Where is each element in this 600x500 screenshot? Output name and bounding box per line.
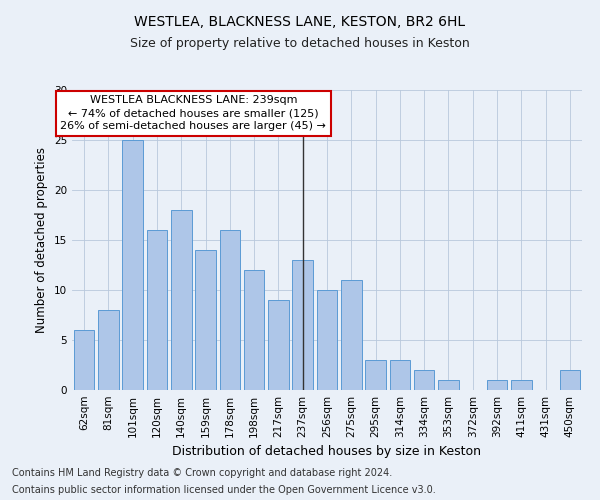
Text: Contains HM Land Registry data © Crown copyright and database right 2024.: Contains HM Land Registry data © Crown c… xyxy=(12,468,392,477)
Bar xyxy=(74,330,94,390)
Bar xyxy=(171,210,191,390)
Bar xyxy=(560,370,580,390)
Bar xyxy=(317,290,337,390)
Text: Size of property relative to detached houses in Keston: Size of property relative to detached ho… xyxy=(130,38,470,51)
Bar xyxy=(438,380,459,390)
Bar xyxy=(511,380,532,390)
Bar xyxy=(268,300,289,390)
Bar xyxy=(487,380,508,390)
Bar xyxy=(146,230,167,390)
Bar xyxy=(389,360,410,390)
Bar xyxy=(98,310,119,390)
Bar xyxy=(341,280,362,390)
Y-axis label: Number of detached properties: Number of detached properties xyxy=(35,147,49,333)
Bar xyxy=(220,230,240,390)
Bar xyxy=(292,260,313,390)
Bar xyxy=(414,370,434,390)
Bar xyxy=(244,270,265,390)
X-axis label: Distribution of detached houses by size in Keston: Distribution of detached houses by size … xyxy=(173,446,482,458)
Text: WESTLEA, BLACKNESS LANE, KESTON, BR2 6HL: WESTLEA, BLACKNESS LANE, KESTON, BR2 6HL xyxy=(134,15,466,29)
Bar xyxy=(195,250,216,390)
Bar xyxy=(365,360,386,390)
Text: WESTLEA BLACKNESS LANE: 239sqm
← 74% of detached houses are smaller (125)
26% of: WESTLEA BLACKNESS LANE: 239sqm ← 74% of … xyxy=(61,95,326,132)
Bar xyxy=(122,140,143,390)
Text: Contains public sector information licensed under the Open Government Licence v3: Contains public sector information licen… xyxy=(12,485,436,495)
